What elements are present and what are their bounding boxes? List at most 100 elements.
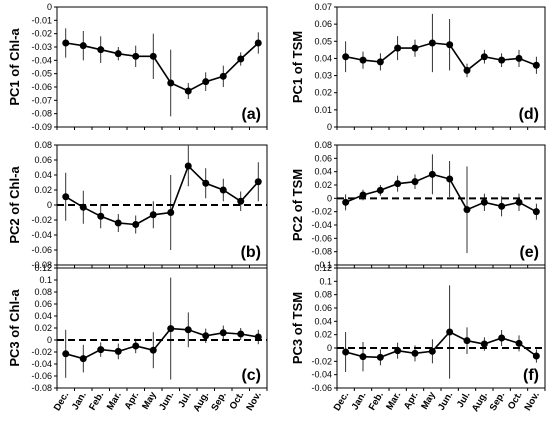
y-tick-label: -0.09	[31, 122, 52, 132]
data-point	[254, 178, 262, 186]
y-tick-label: 0	[327, 193, 332, 203]
y-tick-label: -0.02	[311, 207, 332, 217]
data-point	[219, 329, 227, 337]
data-point	[97, 46, 105, 54]
y-tick-label: 0.04	[314, 167, 332, 177]
data-point	[114, 347, 122, 355]
data-point	[515, 198, 523, 206]
y-tick-label: 0.08	[34, 287, 52, 297]
panel-3: 0.07 0.06 0.05 0.04 0.03 0.02 0.01 0 PC1 of TSM (…	[290, 2, 546, 132]
data-point	[184, 87, 192, 95]
data-point	[463, 206, 471, 214]
month-label: Apr.	[123, 390, 142, 412]
y-tick-label: -0.1	[316, 260, 332, 270]
y-tick-label: -0.08	[31, 260, 52, 270]
series-line	[345, 173, 537, 213]
panel-0: 0 -0.01 -0.02 -0.03 -0.04 -0.05 -0.06 -0.07 -0.0…	[7, 2, 268, 132]
data-point	[184, 162, 192, 170]
month-label: Jan.	[70, 390, 89, 412]
data-point	[411, 349, 419, 357]
y-tick-label: -0.06	[311, 383, 332, 393]
data-point	[132, 221, 140, 228]
data-point	[498, 202, 506, 210]
data-point	[254, 39, 262, 47]
y-tick-label: 0.06	[314, 303, 332, 313]
plot-frame	[56, 6, 268, 128]
data-point	[219, 72, 227, 80]
y-axis-label: PC1 of TSM	[290, 31, 305, 103]
y-tick-label: -0.02	[31, 347, 52, 357]
month-label: Mar.	[105, 390, 124, 412]
y-tick-label: -0.04	[31, 55, 52, 65]
data-point	[184, 326, 192, 334]
data-point	[532, 352, 540, 360]
data-point	[202, 179, 210, 187]
data-point	[132, 342, 140, 350]
data-point	[342, 198, 350, 206]
data-point	[219, 186, 227, 194]
plot-frame	[336, 144, 546, 266]
data-point	[463, 337, 471, 345]
y-axis-label: PC3 of Chl-a	[7, 289, 22, 367]
month-label: Mar.	[384, 390, 403, 412]
y-axis-label: PC2 of Chl-a	[7, 166, 22, 244]
panel-label: (b)	[241, 244, 261, 261]
data-point	[79, 203, 87, 211]
data-point	[149, 346, 157, 354]
plot-frame	[56, 267, 268, 389]
y-tick-label: 0.12	[314, 263, 332, 273]
y-tick-label: 0	[327, 122, 332, 132]
data-point	[446, 328, 454, 336]
y-tick-label: 0	[47, 200, 52, 210]
panel-1: 0.08 0.06 0.04 0.02 0 -0.02 -0.04 -0.06 -0.08 PC2…	[7, 140, 268, 270]
y-tick-label: -0.08	[311, 247, 332, 257]
month-label: Nov.	[522, 390, 541, 413]
data-point	[463, 66, 471, 74]
data-point	[202, 332, 210, 340]
y-tick-label: 0.12	[34, 263, 52, 273]
y-tick-label: -0.07	[31, 95, 52, 105]
y-tick-label: 0	[47, 2, 52, 12]
month-label: Feb.	[87, 390, 106, 412]
panel-label: (e)	[519, 244, 539, 261]
month-label: Oct.	[228, 390, 247, 412]
y-tick-label: -0.01	[31, 15, 52, 25]
month-label: Nov.	[244, 390, 263, 413]
data-point	[167, 209, 175, 216]
data-point	[79, 42, 87, 50]
y-tick-label: -0.04	[31, 230, 52, 240]
month-label: May	[419, 389, 438, 411]
plot-frame	[336, 6, 546, 128]
y-tick-label: -0.06	[31, 371, 52, 381]
data-point	[114, 219, 122, 227]
data-point	[394, 347, 402, 355]
series-line	[65, 164, 259, 226]
y-tick-label: 0.06	[34, 299, 52, 309]
data-point	[342, 348, 350, 356]
y-tick-label: 0.08	[314, 140, 332, 150]
data-point	[376, 58, 384, 66]
y-tick-label: 0.04	[314, 316, 332, 326]
panel-label: (a)	[241, 106, 261, 123]
month-label: Jun.	[436, 390, 455, 412]
y-axis-label: PC2 of TSM	[290, 169, 305, 241]
month-label: Sep.	[488, 390, 508, 413]
data-point	[359, 191, 367, 199]
data-point	[411, 178, 419, 186]
month-label: May	[140, 389, 159, 411]
data-point	[359, 56, 367, 64]
data-point	[97, 212, 105, 220]
y-tick-label: 0.07	[314, 2, 332, 12]
data-point	[97, 346, 105, 354]
data-point	[515, 339, 523, 347]
data-point	[114, 50, 122, 58]
series-line	[345, 42, 537, 72]
data-point	[394, 44, 402, 52]
data-point	[237, 197, 245, 205]
y-tick-label: 0	[327, 343, 332, 353]
data-point	[446, 175, 454, 183]
month-label: Sep.	[209, 390, 229, 413]
y-tick-label: -0.06	[311, 233, 332, 243]
y-tick-label: -0.03	[31, 42, 52, 52]
